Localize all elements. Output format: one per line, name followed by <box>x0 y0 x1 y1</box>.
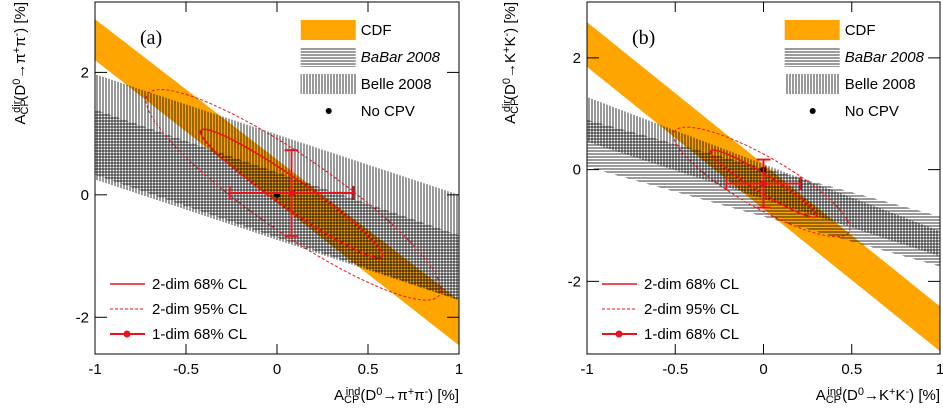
legend-swatch <box>784 47 840 67</box>
legend-label: 2-dim 68% CL <box>152 276 247 293</box>
legend-label: 2-dim 95% CL <box>152 301 247 318</box>
y-axis-label-part: (D <box>502 84 519 100</box>
y-axis-label-part: + <box>501 47 513 53</box>
x-axis-label-part: 0 <box>376 386 382 398</box>
measurement-point <box>288 189 296 197</box>
legend-label: Belle 2008 <box>845 76 916 93</box>
legend-label: BaBar 2008 <box>361 49 441 66</box>
x-axis-label-part: + <box>408 386 414 398</box>
panel-label: (a) <box>140 27 162 49</box>
y-tick-label: 0 <box>81 187 89 204</box>
y-axis-label-part: 0 <box>501 78 513 84</box>
contour <box>145 89 442 301</box>
y-axis-label: ACPdir(D0→K+K-) [%] <box>501 2 521 124</box>
measurement-point <box>760 180 767 188</box>
legend-marker <box>809 108 816 114</box>
x-axis-label-part: CP <box>344 394 359 406</box>
y-axis-label-part: 0 <box>11 79 23 85</box>
y-axis-label-part: CP <box>509 99 521 114</box>
y-axis-label-part: →π <box>12 53 29 78</box>
y-axis-label-part: →K <box>502 53 519 78</box>
y-axis-label-part: - <box>501 33 513 37</box>
legend-swatch <box>300 47 356 67</box>
x-axis-label: ACPind(D0→K+K-) [%] <box>816 386 940 406</box>
x-axis-label-part: + <box>889 386 895 398</box>
x-axis-label-part: π <box>414 387 424 404</box>
contour <box>672 126 851 238</box>
x-tick-label: -1 <box>88 361 101 378</box>
x-tick-label: 0.5 <box>358 361 379 378</box>
contour <box>709 149 818 218</box>
x-axis-label-part: (D <box>842 387 858 404</box>
legend-label: CDF <box>845 22 876 39</box>
legend-label: Belle 2008 <box>361 76 432 93</box>
y-axis-label-part: (D <box>12 85 29 101</box>
y-axis-label-part: π <box>12 37 29 47</box>
legend-swatch <box>300 74 356 94</box>
x-tick-label: 0 <box>759 361 767 378</box>
y-axis-label-part: dir <box>11 100 23 113</box>
x-tick-label: 0 <box>273 361 281 378</box>
y-axis-label-part: A <box>12 115 29 125</box>
x-axis-label-part: →π <box>382 387 407 404</box>
x-axis-label-part: - <box>905 386 909 398</box>
x-axis-label-part: ) [%] <box>428 387 459 404</box>
y-axis-label-part: + <box>11 47 23 53</box>
x-axis-label: ACPind(D0→π+π-) [%] <box>334 386 459 406</box>
x-axis-label-part: K <box>895 387 905 404</box>
legend-label: No CPV <box>361 103 415 120</box>
x-axis-label-part: A <box>816 387 826 404</box>
x-axis-label-part: CP <box>826 394 841 406</box>
band <box>95 74 459 301</box>
legend-swatch <box>784 20 840 40</box>
x-axis-label-part: ) [%] <box>909 387 940 404</box>
y-axis-label-part: dir <box>501 100 513 113</box>
y-tick-label: 0 <box>573 162 581 179</box>
legend-marker <box>325 108 332 114</box>
x-axis-label-part: →K <box>864 387 889 404</box>
y-axis-label-part: K <box>502 37 519 47</box>
x-tick-label: -0.5 <box>662 361 688 378</box>
plot-area <box>95 19 459 346</box>
legend-label: 1-dim 68% CL <box>644 326 739 343</box>
legend-marker <box>123 330 131 338</box>
legend-label: No CPV <box>845 103 899 120</box>
x-axis-label-part: (D <box>360 387 376 404</box>
panel-label: (b) <box>632 27 655 49</box>
legend-label: BaBar 2008 <box>845 49 925 66</box>
plot-area <box>587 22 940 352</box>
y-axis-label-part: CP <box>19 99 31 114</box>
y-tick-label: 2 <box>573 50 581 67</box>
legend-swatch <box>784 74 840 94</box>
legend-label: 2-dim 95% CL <box>644 301 739 318</box>
y-tick-label: -2 <box>568 273 581 290</box>
y-axis-label-part: A <box>502 114 519 124</box>
x-axis-label-part: - <box>424 386 428 398</box>
y-axis-label-part: - <box>11 33 23 37</box>
legend-label: 2-dim 68% CL <box>644 276 739 293</box>
x-axis-label-part: 0 <box>858 386 864 398</box>
legend-label: CDF <box>361 22 392 39</box>
x-tick-label: -0.5 <box>173 361 199 378</box>
x-axis-label-part: A <box>334 387 344 404</box>
y-tick-label: -2 <box>76 309 89 326</box>
x-tick-label: 0.5 <box>841 361 862 378</box>
x-tick-label: -1 <box>580 361 593 378</box>
y-axis-label-part: ) [%] <box>12 2 29 33</box>
x-axis-label-part: ind <box>346 386 361 398</box>
y-axis-label-part: ) [%] <box>502 2 519 33</box>
y-tick-label: 2 <box>81 64 89 81</box>
y-axis-label: ACPdir(D0→π+π-) [%] <box>11 2 31 125</box>
legend-marker <box>615 330 623 338</box>
x-tick-label: 1 <box>936 361 943 378</box>
x-tick-label: 1 <box>455 361 463 378</box>
legend-swatch <box>300 20 356 40</box>
x-axis-label-part: ind <box>827 386 842 398</box>
legend-label: 1-dim 68% CL <box>152 326 247 343</box>
contour <box>199 128 384 259</box>
